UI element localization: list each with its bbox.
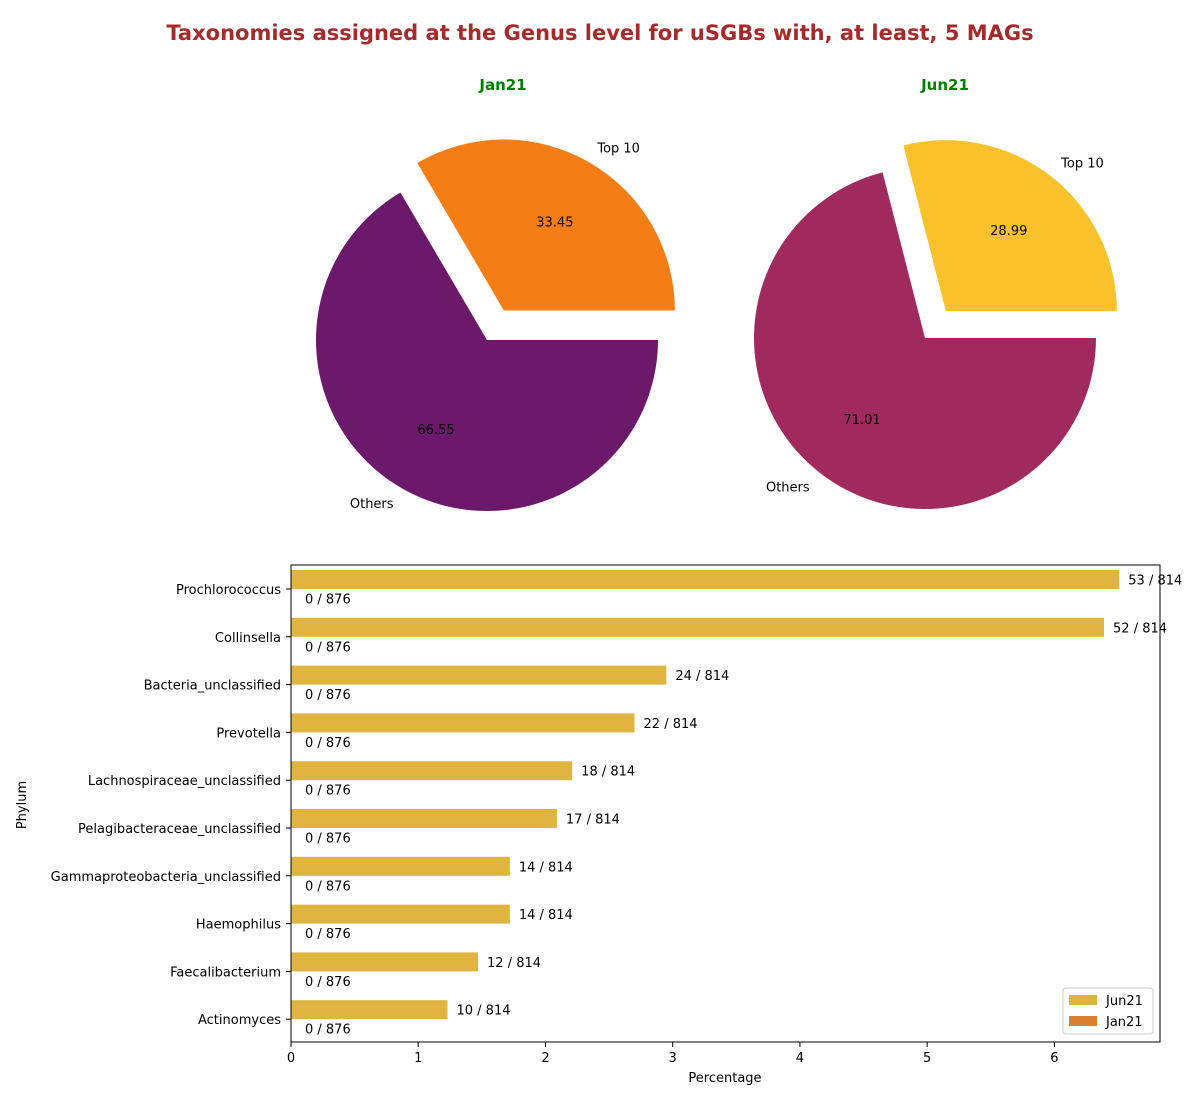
pie-value-label-jun21-others: 71.01 <box>843 413 880 428</box>
bar-label-jan21: 0 / 876 <box>305 736 351 751</box>
legend-swatch-jan21 <box>1069 1016 1097 1026</box>
bar-label-jan21: 0 / 876 <box>305 593 351 608</box>
bar-label-jun21: 12 / 814 <box>487 956 541 971</box>
pie-value-label-jan21-others: 66.55 <box>417 423 454 438</box>
bar-jun21 <box>291 570 1120 589</box>
pie-category-label-jun21-others: Others <box>766 481 810 496</box>
pie-category-label-jan21-top10: Top 10 <box>596 141 640 156</box>
x-tick-label: 3 <box>669 1051 677 1066</box>
x-tick-label: 6 <box>1050 1051 1058 1066</box>
x-tick-label: 4 <box>796 1051 804 1066</box>
bar-label-jan21: 0 / 876 <box>305 879 351 894</box>
bar-label-jan21: 0 / 876 <box>305 927 351 942</box>
x-tick-label: 0 <box>287 1051 295 1066</box>
legend-label-jan21: Jan21 <box>1105 1015 1143 1030</box>
pie-chart-jun21: Jun21 28.99 Top 10 71.01 Others <box>754 76 1117 510</box>
pie-slice-jun21-top10 <box>903 140 1117 312</box>
y-axis-label: Phylum <box>15 781 30 829</box>
bar-label-jan21: 0 / 876 <box>305 1023 351 1038</box>
pie-title-jun21: Jun21 <box>920 76 969 94</box>
bar-jun21 <box>291 617 1105 637</box>
bar-jun21 <box>291 856 510 876</box>
y-tick-label: Actinomyces <box>198 1013 281 1028</box>
y-tick-label: Lachnospiraceae_unclassified <box>88 774 281 789</box>
bar-label-jun21: 14 / 814 <box>519 908 573 923</box>
bar-jun21 <box>291 713 635 733</box>
bar-jun21 <box>291 809 557 828</box>
bar-label-jan21: 0 / 876 <box>305 784 351 799</box>
pie-value-label-jan21-top10: 33.45 <box>536 215 573 230</box>
bar-jun21 <box>291 904 510 924</box>
bar-label-jun21: 14 / 814 <box>519 860 573 875</box>
pie-slice-jun21-others <box>754 172 1096 510</box>
x-tick-label: 2 <box>541 1051 549 1066</box>
pie-category-label-jun21-top10: Top 10 <box>1060 157 1104 172</box>
y-tick-label: Pelagibacteraceae_unclassified <box>78 822 281 837</box>
x-tick-label: 5 <box>923 1051 931 1066</box>
y-tick-label: Gammaproteobacteria_unclassified <box>51 870 281 885</box>
bar-label-jun21: 17 / 814 <box>566 813 620 828</box>
bar-label-group: 53 / 814 0 / 876 52 / 814 0 / 876 24 / 814 0 … <box>305 574 1182 1038</box>
y-tick-label: Haemophilus <box>196 918 281 933</box>
y-tick-group: Prochlorococcus Collinsella Bacteria_uncla… <box>51 583 291 1028</box>
bar-chart: 53 / 814 0 / 876 52 / 814 0 / 876 24 / 814 0 … <box>15 564 1182 1086</box>
bar-label-jan21: 0 / 876 <box>305 640 351 655</box>
legend-label-jun21: Jun21 <box>1105 994 1143 1009</box>
pie-category-label-jan21-others: Others <box>350 497 394 512</box>
legend-swatch-jun21 <box>1069 995 1097 1005</box>
pie-title-jan21: Jan21 <box>478 76 526 94</box>
x-axis-label: Percentage <box>688 1071 761 1086</box>
bar-label-jun21: 18 / 814 <box>581 765 635 780</box>
pie-value-label-jun21-top10: 28.99 <box>990 224 1027 239</box>
x-tick-label: 1 <box>414 1051 422 1066</box>
bar-label-jun21: 52 / 814 <box>1113 621 1167 636</box>
x-tick-group: 0 1 2 3 4 5 6 <box>287 1042 1059 1066</box>
figure-title: Taxonomies assigned at the Genus level f… <box>166 21 1033 45</box>
y-tick-label: Faecalibacterium <box>170 965 281 980</box>
bar-label-jan21: 0 / 876 <box>305 832 351 847</box>
bar-jun21 <box>291 665 667 685</box>
bar-label-jun21: 53 / 814 <box>1128 574 1182 589</box>
y-tick-label: Bacteria_unclassified <box>144 679 281 694</box>
bar-group <box>291 570 1120 1020</box>
legend: Jun21 Jan21 <box>1062 987 1154 1035</box>
y-tick-label: Collinsella <box>215 631 281 646</box>
bar-jun21 <box>291 761 573 781</box>
bar-label-jun21: 22 / 814 <box>644 717 698 732</box>
bar-jun21 <box>291 1000 448 1020</box>
pie-slice-jan21-others <box>315 192 658 511</box>
plot-frame <box>290 564 1161 1043</box>
bar-label-jun21: 24 / 814 <box>675 669 729 684</box>
bar-jun21 <box>291 952 479 972</box>
y-tick-label: Prevotella <box>216 726 281 741</box>
pie-slice-jan21-top10 <box>417 139 675 311</box>
y-tick-label: Prochlorococcus <box>176 583 281 598</box>
bar-label-jan21: 0 / 876 <box>305 688 351 703</box>
bar-label-jun21: 10 / 814 <box>456 1004 510 1019</box>
pie-chart-jan21: Jan21 33.45 Top 10 66.55 Others <box>315 76 675 512</box>
bar-label-jan21: 0 / 876 <box>305 975 351 990</box>
